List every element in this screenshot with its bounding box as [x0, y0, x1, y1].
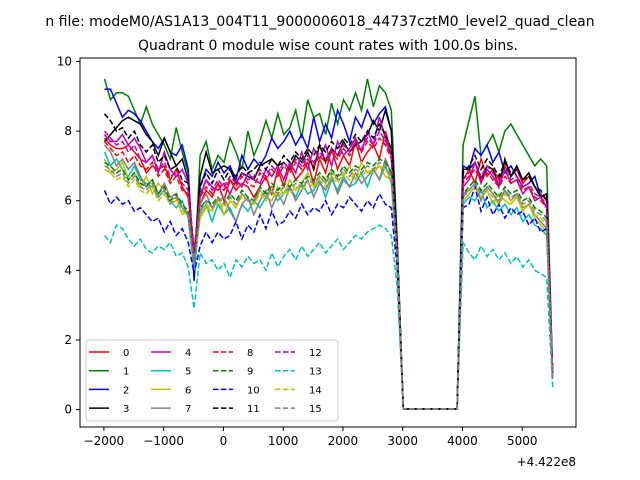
legend-label-14: 14 [309, 385, 322, 396]
legend-label-6: 6 [185, 385, 191, 396]
series-line-12 [103, 129, 554, 410]
y-tick-label: 4 [64, 263, 72, 277]
chart-title: Quadrant 0 module wise count rates with … [138, 38, 518, 54]
x-axis: −2000 −1000 0 1000 2000 3000 4000 5000 [84, 427, 538, 448]
series-line-15 [104, 161, 554, 410]
plot-frame [79, 57, 577, 428]
x-tick-label: 4000 [447, 434, 478, 448]
series-line-1 [103, 78, 554, 410]
x-tick-label: 2000 [328, 434, 359, 448]
y-tick-label: 8 [64, 124, 72, 138]
legend-label-11: 11 [247, 404, 260, 415]
series-layer [103, 78, 554, 410]
series-line-4 [103, 116, 554, 410]
y-tick-label: 2 [64, 333, 72, 347]
legend-label-9: 9 [247, 367, 253, 378]
y-tick-label: 10 [57, 54, 72, 68]
x-tick-label: 5000 [507, 434, 538, 448]
legend-label-0: 0 [123, 348, 129, 359]
legend-label-10: 10 [247, 385, 260, 396]
y-tick-label: 0 [64, 403, 72, 417]
legend-label-7: 7 [185, 404, 191, 415]
series-line-11 [103, 113, 554, 410]
series-line-9 [104, 158, 554, 410]
y-tick-label: 6 [64, 194, 72, 208]
legend-label-2: 2 [123, 385, 129, 396]
x-offset-label: +4.422e8 [517, 455, 576, 469]
series-line-2 [104, 88, 554, 410]
legend-label-5: 5 [185, 367, 191, 378]
x-tick-label: 3000 [387, 434, 418, 448]
y-axis: 0 2 4 6 8 10 [57, 54, 80, 417]
legend-label-8: 8 [247, 348, 253, 359]
x-tick-label: −1000 [143, 434, 184, 448]
x-tick-label: 0 [220, 434, 228, 448]
legend-label-3: 3 [123, 404, 129, 415]
legend-label-12: 12 [309, 348, 322, 359]
x-tick-label: 1000 [268, 434, 299, 448]
legend-label-13: 13 [309, 367, 322, 378]
legend-label-4: 4 [185, 348, 191, 359]
legend-box [85, 339, 339, 422]
series-line-8 [103, 136, 554, 410]
legend-label-1: 1 [123, 367, 129, 378]
series-line-10 [103, 184, 554, 410]
series-line-14 [104, 164, 554, 410]
figure-suptitle: n file: modeM0/AS1A13_004T11_9000006018_… [45, 14, 594, 30]
series-line-13 [103, 223, 554, 410]
legend-label-15: 15 [309, 404, 322, 415]
x-tick-label: −2000 [84, 434, 125, 448]
